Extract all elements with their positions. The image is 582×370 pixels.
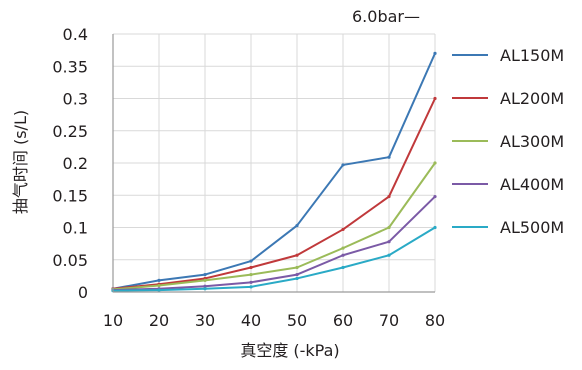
data-point-al400m [249, 280, 253, 284]
x-tick-label: 70 [379, 311, 399, 330]
series-line-al500m [112, 226, 436, 292]
axes: 0 0.05 0.1 0.15 0.2 0.25 0.3 0.35 0.4 10 20 30 40 50 6… [52, 25, 445, 330]
data-point-al200m [387, 194, 391, 199]
data-point-al200m [341, 227, 345, 232]
x-tick-label: 50 [287, 311, 307, 330]
data-point-al400m [433, 194, 437, 199]
legend-label-al200m: AL200M [500, 89, 564, 108]
data-point-al500m [387, 253, 391, 257]
data-point-al300m [341, 246, 345, 250]
x-tick-label: 40 [241, 311, 261, 330]
x-tick-label: 20 [149, 311, 169, 330]
data-point-al300m [203, 278, 207, 282]
x-axis-title: 真空度 (-kPa) [240, 341, 339, 360]
legend-label-al300m: AL300M [500, 132, 564, 151]
data-point-al500m [157, 288, 161, 292]
x-tick-label: 30 [195, 311, 215, 330]
data-point-al150m [249, 259, 253, 263]
y-tick-label: 0 [78, 283, 88, 302]
data-point-al300m [387, 225, 391, 230]
series-line-al200m [112, 98, 436, 290]
data-point-al200m [433, 96, 437, 101]
series-lines [111, 51, 437, 293]
legend-label-al500m: AL500M [500, 218, 564, 237]
data-point-al500m [249, 285, 253, 289]
series-line-al400m [112, 195, 436, 292]
legend-label-al150m: AL150M [500, 46, 564, 65]
data-point-al300m [433, 161, 437, 165]
data-point-al150m [295, 223, 299, 228]
x-tick-label: 80 [425, 311, 445, 330]
data-point-al200m [295, 253, 299, 257]
x-tick-label: 60 [333, 311, 353, 330]
data-point-al300m [249, 272, 253, 277]
data-point-al300m [157, 283, 161, 288]
data-point-al200m [249, 265, 253, 270]
legend: AL150M AL200M AL300M AL400M AL500M [452, 46, 564, 237]
data-point-al400m [387, 240, 391, 244]
data-point-al500m [203, 287, 207, 291]
data-point-al300m [295, 265, 299, 270]
grid [112, 33, 436, 293]
data-point-al400m [341, 253, 345, 257]
x-tick-label: 10 [103, 311, 123, 330]
series-line-al150m [112, 52, 436, 290]
data-point-al150m [387, 155, 391, 159]
data-point-al150m [203, 272, 207, 277]
y-tick-label: 0.4 [63, 25, 88, 44]
data-point-al500m [341, 265, 345, 270]
y-tick-label: 0.15 [52, 186, 88, 205]
y-tick-label: 0.25 [52, 122, 88, 141]
series-line-al300m [112, 162, 436, 291]
data-point-al400m [203, 284, 207, 288]
data-point-al500m [433, 225, 437, 230]
data-point-al150m [157, 278, 161, 282]
y-tick-label: 0.1 [63, 219, 88, 238]
y-tick-label: 0.2 [63, 154, 88, 173]
y-tick-label: 0.3 [63, 90, 88, 109]
data-point-al500m [295, 276, 299, 281]
data-point-al150m [341, 163, 345, 167]
legend-label-al400m: AL400M [500, 175, 564, 194]
data-point-al150m [433, 51, 437, 55]
data-point-al400m [295, 272, 299, 277]
y-axis-title: 抽气时间 (s/L) [11, 110, 30, 214]
header-note: 6.0bar— [352, 7, 420, 26]
y-tick-label: 0.05 [52, 251, 88, 270]
y-tick-label: 0.35 [52, 57, 88, 76]
